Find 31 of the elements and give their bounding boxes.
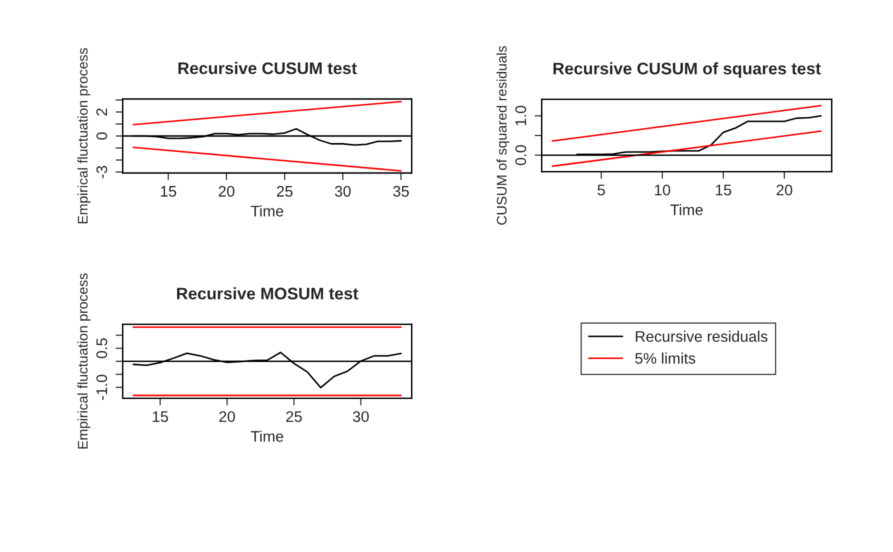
x-tick-label: 25: [276, 186, 293, 197]
x-tick-label: 35: [393, 186, 409, 197]
legend-label: Recursive residuals: [636, 330, 768, 342]
x-tick-label: 5: [598, 184, 605, 196]
x-tick-label: 30: [334, 186, 351, 197]
x-tick-label: 15: [716, 184, 732, 196]
x-tick-label: 10: [654, 184, 670, 196]
x-tick-label: 30: [352, 411, 369, 422]
x-tick-label: 15: [152, 411, 168, 422]
chart-title: Recursive CUSUM test: [178, 62, 357, 74]
y-axis-title: Empirical fluctuation process: [77, 48, 90, 224]
x-tick-label: 25: [286, 411, 302, 422]
x-axis-title: Time: [250, 430, 284, 442]
x-tick-label: 20: [219, 411, 235, 422]
y-tick-label: -1.0: [96, 374, 108, 400]
chart-title: Recursive MOSUM test: [177, 287, 358, 300]
y-axis-title: Empirical fluctuation process: [77, 273, 90, 449]
chart-title: Recursive CUSUM of squares test: [554, 62, 821, 78]
y-tick-label: 0.5: [96, 338, 108, 358]
y-axis-title: CUSUM of squared residuals: [496, 46, 510, 225]
y-tick-label: 0: [96, 132, 108, 140]
y-tick-label: 1.0: [515, 106, 526, 126]
y-tick-label: 2: [96, 108, 108, 116]
legend-label: 5% limits: [635, 352, 696, 364]
x-tick-label: 20: [776, 184, 792, 196]
x-tick-label: 15: [160, 186, 176, 197]
x-tick-label: 20: [218, 186, 234, 197]
y-tick-label: 0.0: [515, 145, 526, 166]
x-axis-title: Time: [670, 204, 703, 216]
y-tick-label: -3: [96, 166, 108, 178]
x-axis-title: Time: [250, 205, 284, 217]
